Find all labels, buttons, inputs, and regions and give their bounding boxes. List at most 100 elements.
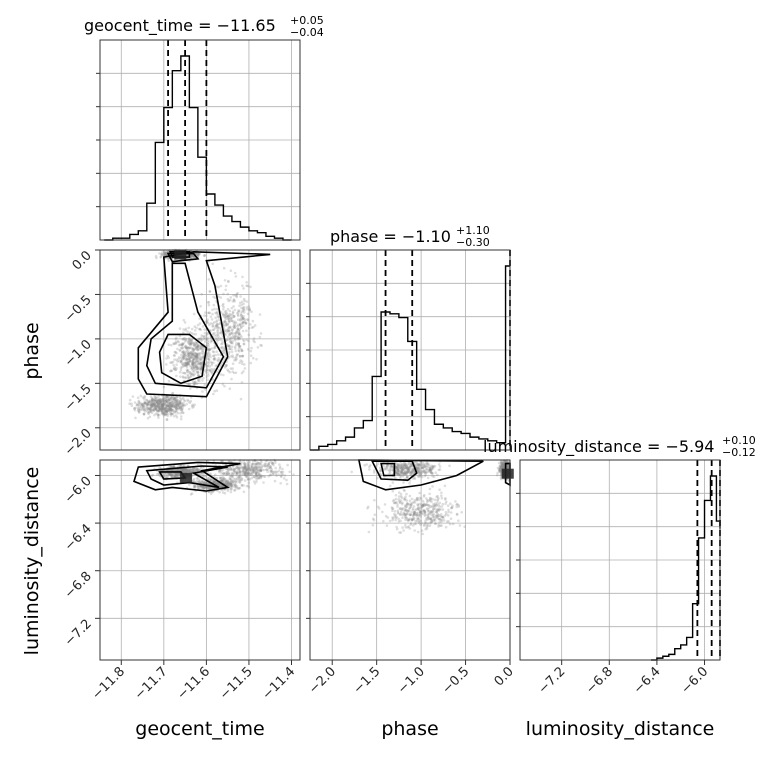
- sample-point: [438, 488, 441, 492]
- sample-point: [133, 409, 137, 412]
- sample-point: [164, 472, 167, 476]
- sample-point: [244, 463, 247, 467]
- sample-point: [259, 466, 262, 469]
- sample-point: [233, 483, 236, 486]
- sample-point: [165, 395, 169, 399]
- sample-point: [152, 401, 155, 405]
- sample-point: [248, 473, 252, 476]
- sample-point: [189, 387, 192, 390]
- sample-point: [164, 412, 167, 416]
- sample-point: [191, 361, 195, 365]
- sample-point: [457, 505, 461, 508]
- sample-point: [179, 399, 182, 403]
- sample-point: [389, 467, 392, 471]
- sample-point: [164, 408, 167, 412]
- sample-point: [224, 333, 227, 337]
- sample-point: [181, 470, 185, 474]
- sample-point: [186, 352, 190, 356]
- sample-point: [436, 473, 439, 477]
- sample-point: [173, 411, 177, 414]
- sample-point: [234, 358, 238, 362]
- sample-point: [180, 408, 183, 412]
- sample-point: [202, 254, 206, 258]
- sample-point: [373, 513, 377, 516]
- sample-point: [155, 401, 159, 404]
- sample-point: [159, 401, 162, 404]
- sample-point: [206, 477, 210, 480]
- sample-point: [434, 471, 438, 475]
- sample-point: [168, 472, 171, 476]
- sample-point: [371, 523, 375, 527]
- sample-point: [187, 355, 191, 358]
- sample-point: [385, 524, 389, 527]
- sample-point: [192, 365, 196, 369]
- sample-point: [214, 481, 218, 484]
- sample-point: [406, 466, 409, 470]
- sample-point: [227, 483, 230, 486]
- sample-point: [211, 478, 215, 482]
- sample-point: [247, 466, 251, 470]
- sample-point: [170, 408, 173, 411]
- sample-point: [194, 363, 197, 366]
- sample-point: [196, 252, 200, 256]
- sample-point: [230, 484, 234, 487]
- sample-point: [229, 325, 232, 329]
- sample-point: [201, 479, 204, 483]
- sample-point: [267, 474, 271, 478]
- sample-point: [410, 470, 414, 474]
- sample-point: [238, 345, 241, 348]
- sample-point: [242, 472, 245, 476]
- x-tick-label: −11.7: [132, 664, 171, 703]
- sample-point: [154, 408, 158, 411]
- sample-point: [428, 492, 431, 496]
- sample-point: [230, 350, 234, 354]
- sample-point: [225, 311, 228, 315]
- sample-point: [167, 405, 170, 408]
- sample-point: [193, 354, 197, 358]
- sample-point: [188, 358, 191, 362]
- sample-point: [210, 370, 213, 373]
- sample-point: [164, 409, 168, 413]
- sample-point: [187, 361, 190, 364]
- sample-point: [146, 401, 149, 405]
- sample-point: [180, 353, 183, 357]
- sample-point: [243, 363, 246, 366]
- sample-point: [382, 465, 386, 468]
- sample-point: [207, 374, 210, 377]
- sample-point: [149, 403, 153, 406]
- sample-point: [220, 485, 223, 489]
- sample-point: [221, 480, 225, 483]
- sample-point: [137, 410, 141, 414]
- sample-point: [271, 461, 274, 464]
- sample-point: [198, 361, 202, 364]
- sample-point: [252, 325, 255, 329]
- sample-point: [202, 487, 206, 490]
- sample-point: [255, 470, 258, 474]
- sample-point: [175, 367, 178, 370]
- sample-point: [175, 468, 179, 472]
- sample-point: [164, 399, 168, 402]
- sample-point: [150, 404, 153, 407]
- sample-point: [144, 402, 148, 406]
- sample-point: [226, 480, 230, 483]
- sample-point: [193, 484, 196, 488]
- sample-point: [174, 399, 178, 403]
- sample-point: [237, 344, 240, 347]
- sample-point: [225, 472, 229, 476]
- sample-point: [225, 323, 228, 326]
- sample-point: [244, 468, 247, 471]
- sample-point: [185, 468, 189, 472]
- sample-point: [162, 397, 165, 401]
- sample-point: [201, 390, 204, 393]
- sample-point: [234, 356, 237, 360]
- sample-point: [236, 472, 239, 476]
- sample-point: [183, 352, 186, 356]
- sample-point: [176, 407, 180, 411]
- sample-point: [206, 301, 210, 304]
- sample-point: [209, 315, 213, 319]
- sample-point: [212, 303, 216, 307]
- sample-point: [432, 515, 436, 518]
- sample-point: [157, 413, 161, 417]
- sample-point: [167, 401, 170, 404]
- sample-point: [206, 357, 210, 360]
